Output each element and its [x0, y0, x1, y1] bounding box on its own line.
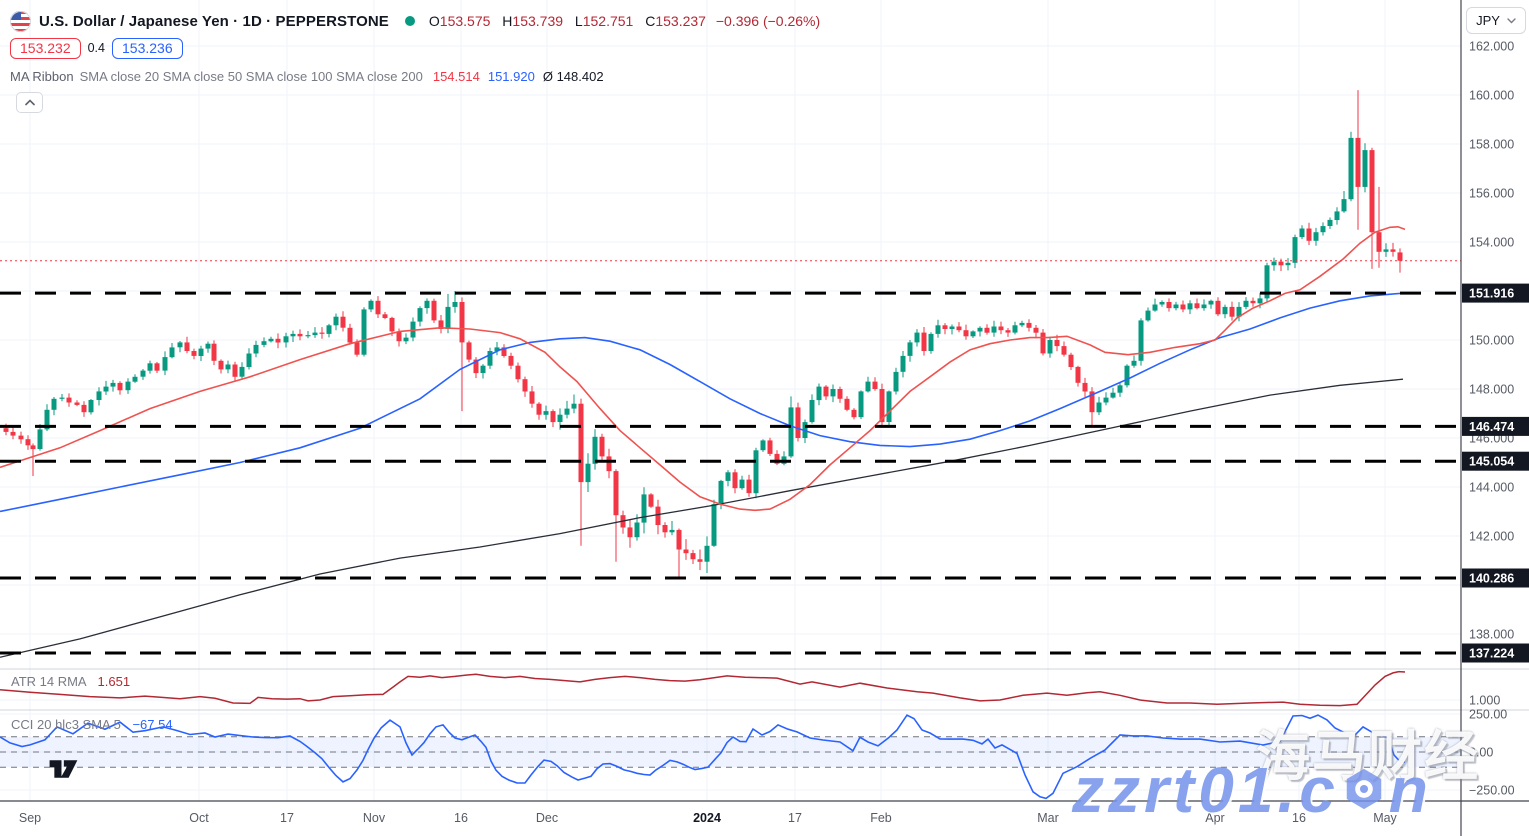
high-value: 153.739: [512, 13, 564, 29]
svg-text:Nov: Nov: [363, 811, 386, 825]
svg-text:145.054: 145.054: [1469, 455, 1514, 469]
open-label: O: [428, 13, 440, 29]
cci-legend[interactable]: CCI 20 hlc3 SMA 5 −67.54: [11, 717, 173, 732]
close-value: 153.237: [655, 13, 706, 29]
svg-text:142.000: 142.000: [1469, 530, 1514, 544]
sell-button[interactable]: 153.232: [10, 37, 81, 59]
svg-text:250.00: 250.00: [1469, 708, 1507, 722]
high-label: H: [502, 13, 513, 29]
atr-legend[interactable]: ATR 14 RMA 1.651: [11, 674, 130, 689]
svg-text:150.000: 150.000: [1469, 334, 1514, 348]
cci-line: [0, 714, 1406, 800]
price-axis-labels: 162.000 160.000 158.000 156.000 154.000 150.0…: [1469, 40, 1515, 798]
svg-text:Oct: Oct: [189, 811, 209, 825]
spread-value: 0.4: [87, 41, 105, 55]
svg-text:2024: 2024: [693, 811, 721, 825]
svg-text:17: 17: [280, 811, 294, 825]
candles: [3, 90, 1403, 578]
chevron-down-icon: [1507, 17, 1516, 23]
time-axis-labels: Sep Oct 17 Nov 16 Dec 2024 17 Feb Mar Apr 16 May: [19, 811, 1398, 825]
svg-text:Feb: Feb: [870, 811, 892, 825]
svg-text:154.000: 154.000: [1469, 236, 1514, 250]
svg-text:Apr: Apr: [1205, 811, 1224, 825]
svg-text:16: 16: [454, 811, 468, 825]
price-axis-badges: 151.916 146.474 145.054 140.286 137.224: [1462, 283, 1529, 663]
open-value: 153.575: [439, 13, 491, 29]
svg-text:151.916: 151.916: [1469, 287, 1514, 301]
sma200-value: Ø 148.402: [542, 69, 604, 84]
svg-text:Dec: Dec: [536, 811, 558, 825]
symbol-title[interactable]: U.S. Dollar / Japanese Yen · 1D · PEPPER…: [39, 12, 389, 30]
tradingview-logo[interactable]: [48, 757, 94, 786]
sma20-value: 154.514: [432, 69, 480, 84]
svg-text:148.000: 148.000: [1469, 383, 1514, 397]
sma50-value: 151.920: [487, 69, 535, 84]
svg-text:Mar: Mar: [1037, 811, 1059, 825]
sma-50-line: [0, 292, 1406, 513]
sma-200-line: [0, 378, 1404, 658]
svg-text:158.000: 158.000: [1469, 138, 1514, 152]
svg-text:137.224: 137.224: [1469, 647, 1514, 661]
svg-text:138.000: 138.000: [1469, 628, 1514, 642]
grid-lines: [0, 0, 1461, 801]
cci-value: −67.54: [132, 717, 173, 732]
svg-text:16: 16: [1292, 811, 1306, 825]
ma-ribbon-legend[interactable]: MA Ribbon SMA close 20 SMA close 50 SMA …: [10, 68, 604, 85]
atr-label: ATR 14 RMA: [11, 674, 86, 689]
ohlc-readout: O153.575 H153.739 L152.751 C153.237 −0.3…: [429, 13, 820, 29]
currency-unit-button[interactable]: JPY: [1466, 7, 1526, 34]
sma-20-line: [0, 225, 1406, 512]
low-value: 152.751: [582, 13, 634, 29]
svg-text:0.00: 0.00: [1469, 746, 1493, 760]
price-scale[interactable]: [1461, 0, 1529, 801]
chevron-up-icon: [24, 99, 35, 106]
cci-label: CCI 20 hlc3 SMA 5: [11, 717, 121, 732]
change-value: −0.396 (−0.26%): [715, 13, 821, 29]
svg-text:146.474: 146.474: [1469, 420, 1514, 434]
svg-text:May: May: [1373, 811, 1397, 825]
ma-ribbon-name: MA Ribbon: [10, 69, 74, 84]
time-scale[interactable]: [0, 801, 1529, 836]
market-status-dot[interactable]: [404, 16, 415, 26]
svg-text:156.000: 156.000: [1469, 187, 1514, 201]
collapse-pane-button[interactable]: [16, 92, 43, 113]
svg-text:160.000: 160.000: [1469, 89, 1514, 103]
svg-text:144.000: 144.000: [1469, 481, 1514, 495]
atr-value: 1.651: [97, 674, 131, 689]
buy-button[interactable]: 153.236: [112, 37, 183, 59]
us-flag-icon: [10, 10, 31, 32]
close-label: C: [645, 13, 656, 29]
svg-text:1.000: 1.000: [1469, 694, 1500, 708]
atr-line: [0, 670, 1406, 707]
ma-ribbon-params: SMA close 20 SMA close 50 SMA close 100 …: [79, 69, 423, 84]
svg-text:−250.00: −250.00: [1469, 784, 1515, 798]
svg-text:162.000: 162.000: [1469, 40, 1514, 54]
svg-text:17: 17: [788, 811, 802, 825]
svg-text:140.286: 140.286: [1469, 572, 1514, 586]
svg-text:Sep: Sep: [19, 811, 41, 825]
currency-unit-label: JPY: [1476, 13, 1500, 28]
low-label: L: [574, 13, 583, 29]
